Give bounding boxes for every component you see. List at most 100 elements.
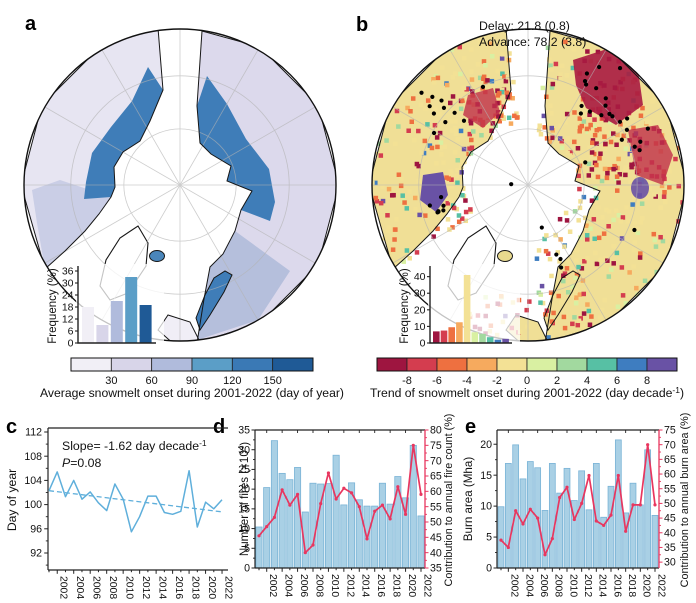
svg-text:2004: 2004 bbox=[74, 576, 85, 599]
x-axis: 2002 2004 2006 2008 2010 2012 2014 2016 2018 2020… bbox=[48, 570, 233, 599]
svg-text:55: 55 bbox=[430, 501, 442, 513]
svg-text:2022: 2022 bbox=[655, 574, 666, 597]
panel-a-caption: Average snowmelt onset during 2001-2022 … bbox=[40, 386, 344, 400]
svg-text:112: 112 bbox=[25, 427, 42, 439]
svg-text:100: 100 bbox=[24, 499, 42, 511]
svg-text:-6: -6 bbox=[432, 375, 442, 387]
delay-annotation: Delay: 21.8 (0.8) bbox=[479, 19, 570, 33]
svg-text:40: 40 bbox=[430, 547, 442, 559]
svg-text:2018: 2018 bbox=[626, 574, 637, 597]
svg-text:2014: 2014 bbox=[360, 574, 371, 597]
svg-text:70: 70 bbox=[430, 455, 442, 467]
svg-text:12: 12 bbox=[62, 314, 74, 326]
svg-text:4: 4 bbox=[584, 375, 590, 387]
slope-superscript: -1 bbox=[199, 438, 207, 448]
svg-text:-4: -4 bbox=[462, 375, 472, 387]
e-left-axis-label: Burn area (Mha) bbox=[462, 457, 475, 542]
panel-b-letter: b bbox=[356, 14, 368, 36]
snowmelt-trend-timeseries: 92 96 100 104 108 112 2002 2004 2006 2008 2010 2012… bbox=[24, 427, 233, 600]
svg-text:6: 6 bbox=[68, 326, 74, 338]
svg-text:2006: 2006 bbox=[91, 576, 102, 599]
svg-text:30: 30 bbox=[664, 557, 676, 569]
svg-text:2010: 2010 bbox=[124, 576, 135, 599]
svg-text:2006: 2006 bbox=[298, 574, 309, 597]
svg-text:-2: -2 bbox=[492, 375, 502, 387]
svg-text:60: 60 bbox=[664, 469, 676, 481]
c-y-axis-label: Day of year bbox=[5, 469, 19, 531]
svg-text:6: 6 bbox=[614, 375, 620, 387]
svg-text:2012: 2012 bbox=[344, 574, 355, 597]
svg-text:0: 0 bbox=[244, 563, 250, 575]
panel-d-letter: d bbox=[213, 416, 225, 438]
svg-text:30: 30 bbox=[238, 444, 250, 456]
svg-text:60: 60 bbox=[430, 486, 442, 498]
svg-text:2022: 2022 bbox=[222, 576, 233, 599]
svg-text:0: 0 bbox=[420, 338, 426, 350]
svg-text:2020: 2020 bbox=[641, 574, 652, 597]
svg-text:2010: 2010 bbox=[329, 574, 340, 597]
d-left-label-text-end: ) bbox=[238, 442, 251, 446]
svg-text:50: 50 bbox=[664, 498, 676, 510]
svg-text:Frequency (%): Frequency (%) bbox=[399, 268, 411, 344]
svg-text:50: 50 bbox=[430, 517, 442, 529]
burn-area-chart: 0 5 10 15 20 30 35 40 45 50 55 60 65 70 75 2002 2004 2006… bbox=[480, 425, 676, 598]
svg-text:2016: 2016 bbox=[611, 574, 622, 597]
svg-text:10: 10 bbox=[238, 523, 250, 535]
panel-b-caption: Trend of snowmelt onset during 2001-2022… bbox=[370, 385, 684, 400]
svg-text:120: 120 bbox=[223, 375, 241, 387]
trend-line bbox=[48, 490, 223, 513]
svg-text:90: 90 bbox=[186, 375, 198, 387]
svg-text:20: 20 bbox=[414, 304, 426, 316]
svg-text:0: 0 bbox=[524, 375, 530, 387]
svg-text:0: 0 bbox=[68, 338, 74, 350]
svg-text:65: 65 bbox=[430, 471, 442, 483]
svg-text:40: 40 bbox=[414, 271, 426, 283]
pvalue-annotation: P=0.08 bbox=[62, 456, 101, 470]
panel-e-letter: e bbox=[465, 416, 476, 438]
svg-text:-8: -8 bbox=[402, 375, 412, 387]
svg-text:45: 45 bbox=[430, 532, 442, 544]
svg-text:75: 75 bbox=[430, 440, 442, 452]
svg-text:5: 5 bbox=[244, 543, 250, 555]
advance-annotation: Advance: 78.2 (3.8) bbox=[479, 35, 586, 49]
svg-text:2020: 2020 bbox=[206, 576, 217, 599]
svg-text:35: 35 bbox=[430, 563, 442, 575]
d-left-label-superscript: 4 bbox=[237, 445, 246, 450]
x-axis: 2002 2004 2006 2008 2010 2012 2014 2016 2018 2020… bbox=[258, 568, 432, 597]
svg-text:60: 60 bbox=[146, 375, 158, 387]
svg-text:15: 15 bbox=[480, 470, 492, 482]
svg-text:2016: 2016 bbox=[173, 576, 184, 599]
caption-text: Trend of snowmelt onset during 2001-2022… bbox=[370, 386, 673, 400]
panel-c-letter: c bbox=[6, 416, 17, 438]
svg-text:2004: 2004 bbox=[523, 574, 534, 597]
panel-a-colorbar: 30 60 90 120 150 bbox=[70, 357, 314, 387]
svg-text:2014: 2014 bbox=[157, 576, 168, 599]
svg-text:65: 65 bbox=[664, 454, 676, 466]
svg-text:104: 104 bbox=[24, 475, 42, 487]
svg-text:2016: 2016 bbox=[375, 574, 386, 597]
caption-superscript: -1 bbox=[672, 385, 680, 395]
svg-text:55: 55 bbox=[664, 483, 676, 495]
svg-text:2006: 2006 bbox=[538, 574, 549, 597]
svg-text:30: 30 bbox=[62, 278, 74, 290]
p-symbol: P bbox=[62, 456, 71, 470]
svg-text:92: 92 bbox=[30, 548, 42, 560]
contribution-line bbox=[258, 444, 422, 554]
panel-b-map: b Delay: 21.8 (0.8) Advance: 78.2 (3.8) … bbox=[356, 14, 685, 400]
caption-text-end: ) bbox=[680, 386, 684, 400]
svg-text:2002: 2002 bbox=[267, 574, 278, 597]
svg-text:8: 8 bbox=[644, 375, 650, 387]
slope-text: Slope= -1.62 day decade bbox=[62, 439, 199, 453]
svg-text:80: 80 bbox=[430, 425, 442, 437]
svg-text:2008: 2008 bbox=[553, 574, 564, 597]
svg-text:2014: 2014 bbox=[597, 574, 608, 597]
e-right-axis-label: Contribution to annual burn area (%) bbox=[679, 413, 691, 588]
svg-text:24: 24 bbox=[62, 290, 74, 302]
svg-text:2012: 2012 bbox=[140, 576, 151, 599]
svg-text:5: 5 bbox=[486, 532, 492, 544]
